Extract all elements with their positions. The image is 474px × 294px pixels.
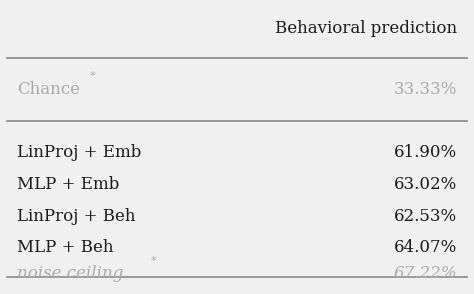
Text: LinProj + Emb: LinProj + Emb xyxy=(17,144,141,161)
Text: noise ceiling: noise ceiling xyxy=(17,265,123,283)
Text: MLP + Emb: MLP + Emb xyxy=(17,176,119,193)
Text: Behavioral prediction: Behavioral prediction xyxy=(275,20,457,37)
Text: *: * xyxy=(90,71,95,81)
Text: 64.07%: 64.07% xyxy=(394,239,457,256)
Text: 62.53%: 62.53% xyxy=(394,208,457,225)
Text: *: * xyxy=(150,256,156,266)
Text: 67.22%: 67.22% xyxy=(394,265,457,283)
Text: Chance: Chance xyxy=(17,81,80,98)
Text: MLP + Beh: MLP + Beh xyxy=(17,239,113,256)
Text: LinProj + Beh: LinProj + Beh xyxy=(17,208,136,225)
Text: 33.33%: 33.33% xyxy=(394,81,457,98)
Text: 63.02%: 63.02% xyxy=(394,176,457,193)
Text: 61.90%: 61.90% xyxy=(394,144,457,161)
